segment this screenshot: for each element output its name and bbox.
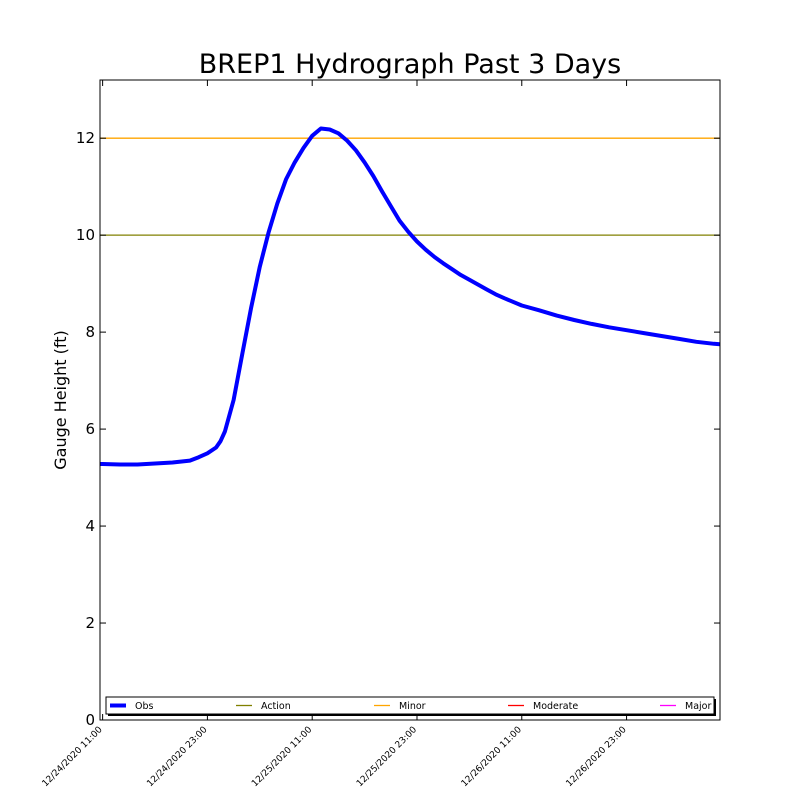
x-tick-label: 12/26/2020 11:00 <box>460 725 524 789</box>
y-axis-label: Gauge Height (ft) <box>51 330 70 470</box>
legend-label-major: Major <box>685 701 711 712</box>
legend-label-obs: Obs <box>135 701 154 712</box>
y-tick-label: 12 <box>76 129 95 147</box>
y-tick-label: 2 <box>85 614 95 632</box>
x-tick-label: 12/25/2020 23:00 <box>355 725 419 789</box>
y-tick-label: 4 <box>85 517 95 535</box>
y-axis-ticks: 0 2 4 6 8 10 12 <box>76 129 720 729</box>
y-tick-label: 10 <box>76 226 95 244</box>
legend-label-moderate: Moderate <box>533 701 578 712</box>
legend-box <box>105 696 715 715</box>
chart-title: BREP1 Hydrograph Past 3 Days <box>199 49 621 80</box>
series-layer <box>100 126 721 467</box>
legend-label-action: Action <box>261 701 291 712</box>
x-axis-ticks: 12/24/2020 11:00 12/24/2020 23:00 12/25/20… <box>41 80 629 789</box>
legend: Obs Action Minor Moderate Major <box>105 696 716 716</box>
plot-frame <box>99 79 721 721</box>
x-tick-label: 12/26/2020 23:00 <box>565 725 629 789</box>
threshold-lines <box>100 137 720 236</box>
y-tick-label: 0 <box>85 711 95 729</box>
x-tick-label: 12/24/2020 11:00 <box>41 725 105 789</box>
series-line-obs <box>100 126 721 467</box>
legend-label-minor: Minor <box>399 701 426 712</box>
y-tick-label: 6 <box>85 420 95 438</box>
y-tick-label: 8 <box>85 323 95 341</box>
x-tick-label: 12/24/2020 23:00 <box>145 725 209 789</box>
x-tick-label: 12/25/2020 11:00 <box>250 725 314 789</box>
